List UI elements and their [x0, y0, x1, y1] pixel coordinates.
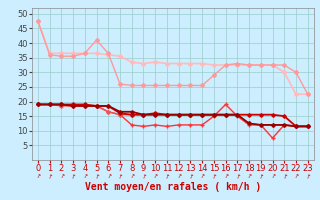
- Text: ↑: ↑: [81, 174, 88, 180]
- Text: ↑: ↑: [245, 174, 252, 180]
- Text: ↑: ↑: [58, 174, 65, 180]
- Text: ↑: ↑: [234, 174, 241, 180]
- Text: ↑: ↑: [93, 174, 100, 180]
- Text: ↑: ↑: [117, 174, 123, 180]
- Text: ↑: ↑: [175, 174, 182, 180]
- Text: ↑: ↑: [258, 174, 264, 180]
- Text: ↑: ↑: [187, 174, 194, 180]
- Text: Vent moyen/en rafales ( km/h ): Vent moyen/en rafales ( km/h ): [85, 182, 261, 192]
- Text: ↑: ↑: [211, 174, 217, 180]
- Text: ↑: ↑: [222, 174, 229, 180]
- Text: ↑: ↑: [140, 174, 147, 180]
- Text: ↑: ↑: [269, 174, 276, 180]
- Text: ↑: ↑: [199, 174, 206, 180]
- Text: ↑: ↑: [292, 174, 300, 180]
- Text: ↑: ↑: [152, 174, 159, 180]
- Text: ↑: ↑: [281, 174, 288, 180]
- Text: ↑: ↑: [34, 174, 41, 180]
- Text: ↑: ↑: [164, 174, 170, 180]
- Text: ↑: ↑: [304, 174, 311, 180]
- Text: ↑: ↑: [105, 174, 112, 180]
- Text: ↑: ↑: [46, 174, 53, 180]
- Text: ↑: ↑: [128, 174, 135, 180]
- Text: ↑: ↑: [70, 174, 76, 180]
